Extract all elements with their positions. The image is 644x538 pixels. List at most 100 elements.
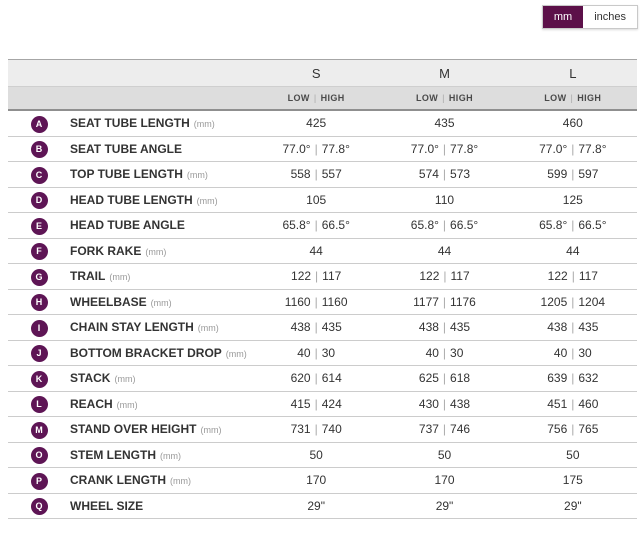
- value-low: 170: [306, 473, 327, 488]
- value-high: 765: [578, 422, 599, 437]
- badge-cell: C: [8, 165, 70, 184]
- value-cell-m: 110: [380, 193, 508, 207]
- value-cell-m: 1177 | 1176: [380, 295, 508, 309]
- value-cell-l: 756 | 765: [509, 422, 637, 436]
- value-low: 1160: [284, 294, 311, 309]
- table-row: H WHEELBASE (mm) 1160 | 1160 1177 | 1176 1205…: [8, 289, 637, 315]
- row-unit: (mm): [114, 374, 136, 385]
- row-letter-badge: J: [30, 345, 48, 363]
- value-cell-m: 430 | 438: [380, 397, 508, 411]
- table-row: Q WHEEL SIZE 29" 29" 29": [8, 493, 637, 519]
- table-row: B SEAT TUBE ANGLE 77.0° | 77.8° 77.0° | 77.8…: [8, 136, 637, 162]
- value-cell-l: 77.0° | 77.8°: [509, 142, 637, 156]
- row-label: WHEEL SIZE: [70, 498, 144, 513]
- row-unit: (mm): [225, 348, 247, 359]
- table-row: E HEAD TUBE ANGLE 65.8° | 66.5° 65.8° | 66.5…: [8, 213, 637, 239]
- size-header-l: L: [569, 65, 577, 81]
- value-high: 117: [578, 269, 598, 284]
- value-cell-l: 639 | 632: [509, 371, 637, 385]
- value-high: 1204: [578, 294, 606, 309]
- separator-pipe: |: [314, 396, 318, 411]
- value-high: 30: [321, 345, 336, 360]
- row-unit: (mm): [200, 425, 222, 436]
- value-low: 40: [297, 345, 311, 360]
- value-low: 1205: [540, 294, 568, 309]
- value-cell-s: 438 | 435: [252, 320, 380, 334]
- value-cell-m: 122 | 117: [380, 269, 508, 283]
- value-low: 170: [434, 473, 455, 488]
- value-cell-s: 425: [252, 116, 380, 130]
- value-low: 110: [434, 192, 455, 207]
- row-label: TRAIL: [70, 269, 106, 284]
- value-low: 435: [434, 116, 455, 131]
- separator-pipe: |: [571, 345, 575, 360]
- value-low: 460: [562, 116, 583, 131]
- value-high: 77.8°: [321, 141, 350, 156]
- label-cell: HEAD TUBE ANGLE: [70, 216, 252, 234]
- value-high: 30: [450, 345, 464, 360]
- table-row: M STAND OVER HEIGHT (mm) 731 | 740 737 | 746 …: [8, 417, 637, 443]
- value-low: 438: [290, 320, 311, 335]
- unit-toggle: mm inches: [541, 5, 638, 29]
- row-label: STEM LENGTH: [70, 447, 156, 462]
- table-row: O STEM LENGTH (mm) 50 50 50: [8, 442, 637, 468]
- value-high: 438: [450, 396, 471, 411]
- row-label: SEAT TUBE ANGLE: [70, 141, 183, 156]
- value-low: 29": [435, 498, 454, 513]
- row-unit: (mm): [160, 450, 181, 461]
- row-label: HEAD TUBE ANGLE: [70, 218, 185, 233]
- value-low: 105: [306, 192, 327, 207]
- row-unit: (mm): [150, 297, 172, 308]
- separator-pipe: |: [314, 218, 318, 233]
- row-letter-badge: O: [30, 447, 48, 465]
- label-cell: REACH (mm): [70, 395, 252, 413]
- row-label: TOP TUBE LENGTH: [70, 167, 183, 182]
- value-cell-m: 435: [380, 116, 508, 130]
- unit-mm-button[interactable]: mm: [542, 6, 584, 28]
- value-low: 29": [564, 498, 582, 513]
- size-header-s: S: [311, 65, 321, 81]
- separator-pipe: |: [442, 422, 447, 437]
- value-low: 44: [309, 243, 323, 258]
- separator-pipe: |: [571, 320, 575, 335]
- row-unit: (mm): [186, 170, 208, 181]
- badge-cell: G: [8, 267, 70, 286]
- value-low: 40: [425, 345, 439, 360]
- row-label: REACH: [70, 396, 113, 411]
- row-letter-badge: F: [30, 243, 48, 261]
- separator-pipe: |: [571, 422, 575, 437]
- value-high: 435: [321, 320, 342, 335]
- row-unit: (mm): [109, 272, 131, 283]
- table-row: J BOTTOM BRACKET DROP (mm) 40 | 30 40 | 30 40…: [8, 340, 637, 366]
- value-cell-s: 105: [252, 193, 380, 207]
- separator-pipe: |: [442, 294, 447, 309]
- value-cell-s: 40 | 30: [252, 346, 380, 360]
- row-label: STAND OVER HEIGHT: [70, 422, 197, 437]
- low-high-label-l: LOW | HIGH: [544, 93, 602, 103]
- separator-pipe: |: [314, 422, 318, 437]
- badge-cell: B: [8, 139, 70, 159]
- separator-pipe: |: [571, 141, 575, 156]
- separator-pipe: |: [571, 371, 575, 386]
- row-letter-badge: E: [30, 217, 48, 235]
- table-row: F FORK RAKE (mm) 44 44 44: [8, 238, 637, 264]
- separator-pipe: |: [313, 93, 317, 103]
- label-cell: HEAD TUBE LENGTH (mm): [70, 191, 252, 209]
- low-high-label-s: LOW | HIGH: [287, 93, 345, 103]
- value-cell-m: 170: [380, 473, 508, 487]
- separator-pipe: |: [442, 218, 447, 233]
- value-low: 558: [290, 167, 311, 182]
- value-cell-m: 625 | 618: [380, 371, 508, 385]
- value-high: 632: [578, 371, 599, 386]
- separator-pipe: |: [442, 396, 447, 411]
- value-cell-s: 65.8° | 66.5°: [252, 218, 380, 232]
- value-low: 65.8°: [410, 218, 439, 233]
- value-cell-l: 65.8° | 66.5°: [509, 218, 637, 232]
- unit-inches-button[interactable]: inches: [583, 6, 637, 28]
- value-cell-m: 438 | 435: [380, 320, 508, 334]
- value-low: 425: [306, 116, 327, 131]
- value-low: 44: [437, 243, 452, 258]
- value-cell-l: 451 | 460: [509, 397, 637, 411]
- value-low: 50: [309, 447, 323, 462]
- separator-pipe: |: [442, 93, 445, 103]
